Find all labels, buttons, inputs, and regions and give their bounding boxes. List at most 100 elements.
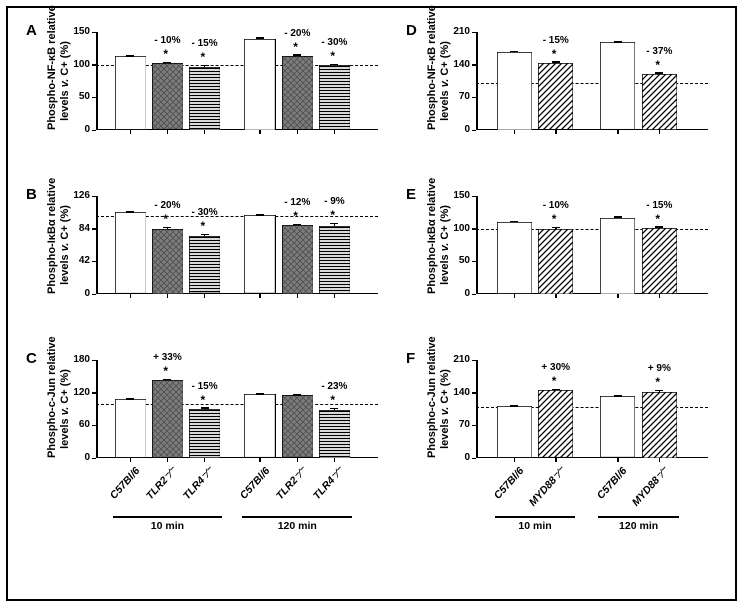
x-tick <box>617 130 619 134</box>
y-tick <box>472 97 476 99</box>
bar <box>115 212 147 294</box>
bar <box>600 218 635 294</box>
bar <box>497 222 532 294</box>
x-category-label: TLR2⁻⁄⁻ <box>144 465 179 502</box>
y-tick-label: 60 <box>62 419 90 430</box>
ylabel-line: levels v. C+ (%) <box>59 360 72 458</box>
bar <box>189 67 221 130</box>
error-bar-cap <box>552 61 560 63</box>
significance-star: * <box>655 212 660 226</box>
pct-change-label: - 10% <box>538 200 574 211</box>
pct-change-label: + 9% <box>641 363 677 374</box>
ylabel-line: Phospho-NF-κB relative <box>426 32 439 130</box>
y-tick-label: 100 <box>442 223 470 234</box>
y-tick-label: 70 <box>442 419 470 430</box>
y-tick <box>92 130 96 132</box>
y-axis-label: Phospho-IκBα relativelevels v. C+ (%) <box>426 196 451 294</box>
significance-star: * <box>330 208 335 222</box>
pct-change-label: - 15% <box>538 35 574 46</box>
bar <box>152 380 184 458</box>
x-tick <box>659 458 661 462</box>
time-group-line <box>113 516 223 518</box>
y-tick-label: 210 <box>442 26 470 37</box>
y-tick-label: 140 <box>442 387 470 398</box>
error-bar-cap <box>330 223 338 225</box>
pct-change-label: - 30% <box>187 207 223 218</box>
x-tick <box>555 130 557 134</box>
significance-star: * <box>201 219 206 233</box>
y-tick-label: 42 <box>62 255 90 266</box>
y-tick <box>92 32 96 34</box>
y-tick <box>472 458 476 460</box>
ylabel-line: levels v. C+ (%) <box>439 32 452 130</box>
x-tick <box>130 458 132 462</box>
x-tick <box>130 294 132 298</box>
error-bar-cap <box>126 55 134 57</box>
error-bar-cap <box>201 407 209 409</box>
x-tick <box>659 130 661 134</box>
error-bar-cap <box>163 62 171 64</box>
figure-frame: APhospho-NF-κB relativelevels v. C+ (%)0… <box>6 6 737 601</box>
pct-change-label: - 30% <box>316 37 352 48</box>
y-tick <box>472 32 476 34</box>
bar <box>189 236 221 294</box>
x-category-label: TLR4⁻⁄⁻ <box>311 465 346 502</box>
pct-change-label: - 12% <box>279 197 315 208</box>
bar <box>497 406 532 458</box>
y-tick-label: 0 <box>442 124 470 135</box>
bar <box>115 399 147 458</box>
bar <box>319 226 351 294</box>
y-tick <box>92 458 96 460</box>
x-tick <box>204 294 206 298</box>
x-tick <box>297 458 299 462</box>
bar <box>152 229 184 294</box>
panel-label: F <box>406 350 415 367</box>
y-tick <box>472 261 476 263</box>
x-tick <box>659 294 661 298</box>
panel-label: B <box>26 186 37 203</box>
y-tick <box>92 228 96 230</box>
x-tick <box>167 130 169 134</box>
y-tick <box>92 294 96 296</box>
pct-change-label: + 33% <box>149 352 185 363</box>
ylabel-line: levels v. C+ (%) <box>59 32 72 130</box>
x-tick <box>334 130 336 134</box>
error-bar-cap <box>293 394 301 396</box>
ylabel-line: Phospho-IκBα relative <box>46 196 59 294</box>
panel-B: BPhospho-IκBα relativelevels v. C+ (%)04… <box>26 186 386 346</box>
significance-star: * <box>163 47 168 61</box>
pct-change-label: - 10% <box>149 35 185 46</box>
significance-star: * <box>330 49 335 63</box>
panel-A: APhospho-NF-κB relativelevels v. C+ (%)0… <box>26 22 386 182</box>
error-bar-cap <box>614 395 622 397</box>
y-axis-label: Phospho-NF-κB relativelevels v. C+ (%) <box>426 32 451 130</box>
panel-label: E <box>406 186 416 203</box>
significance-star: * <box>163 212 168 226</box>
error-bar-cap <box>510 51 518 53</box>
time-group-label: 10 min <box>497 520 574 532</box>
y-axis-line <box>476 360 478 458</box>
panel-C: CPhospho-c-Jun relativelevels v. C+ (%)0… <box>26 350 386 510</box>
ylabel-line: levels v. C+ (%) <box>439 196 452 294</box>
bar <box>244 215 276 294</box>
significance-star: * <box>293 209 298 223</box>
panel-D: DPhospho-NF-κB relativelevels v. C+ (%)0… <box>406 22 716 182</box>
bar <box>642 228 677 294</box>
ylabel-line: Phospho-c-Jun relative <box>426 360 439 458</box>
error-bar-cap <box>201 234 209 236</box>
pct-change-label: - 20% <box>279 28 315 39</box>
y-tick <box>472 64 476 66</box>
bar <box>642 74 677 130</box>
y-tick-label: 50 <box>62 91 90 102</box>
bar <box>538 390 573 458</box>
x-category-label: MYD88⁻⁄⁻ <box>527 465 568 509</box>
bar <box>152 63 184 130</box>
time-group-label: 10 min <box>115 520 221 532</box>
bar <box>115 56 147 130</box>
y-tick <box>472 392 476 394</box>
x-tick <box>167 458 169 462</box>
pct-change-label: - 20% <box>149 200 185 211</box>
significance-star: * <box>552 374 557 388</box>
error-bar-cap <box>552 227 560 229</box>
panel-E: EPhospho-IκBα relativelevels v. C+ (%)05… <box>406 186 716 346</box>
